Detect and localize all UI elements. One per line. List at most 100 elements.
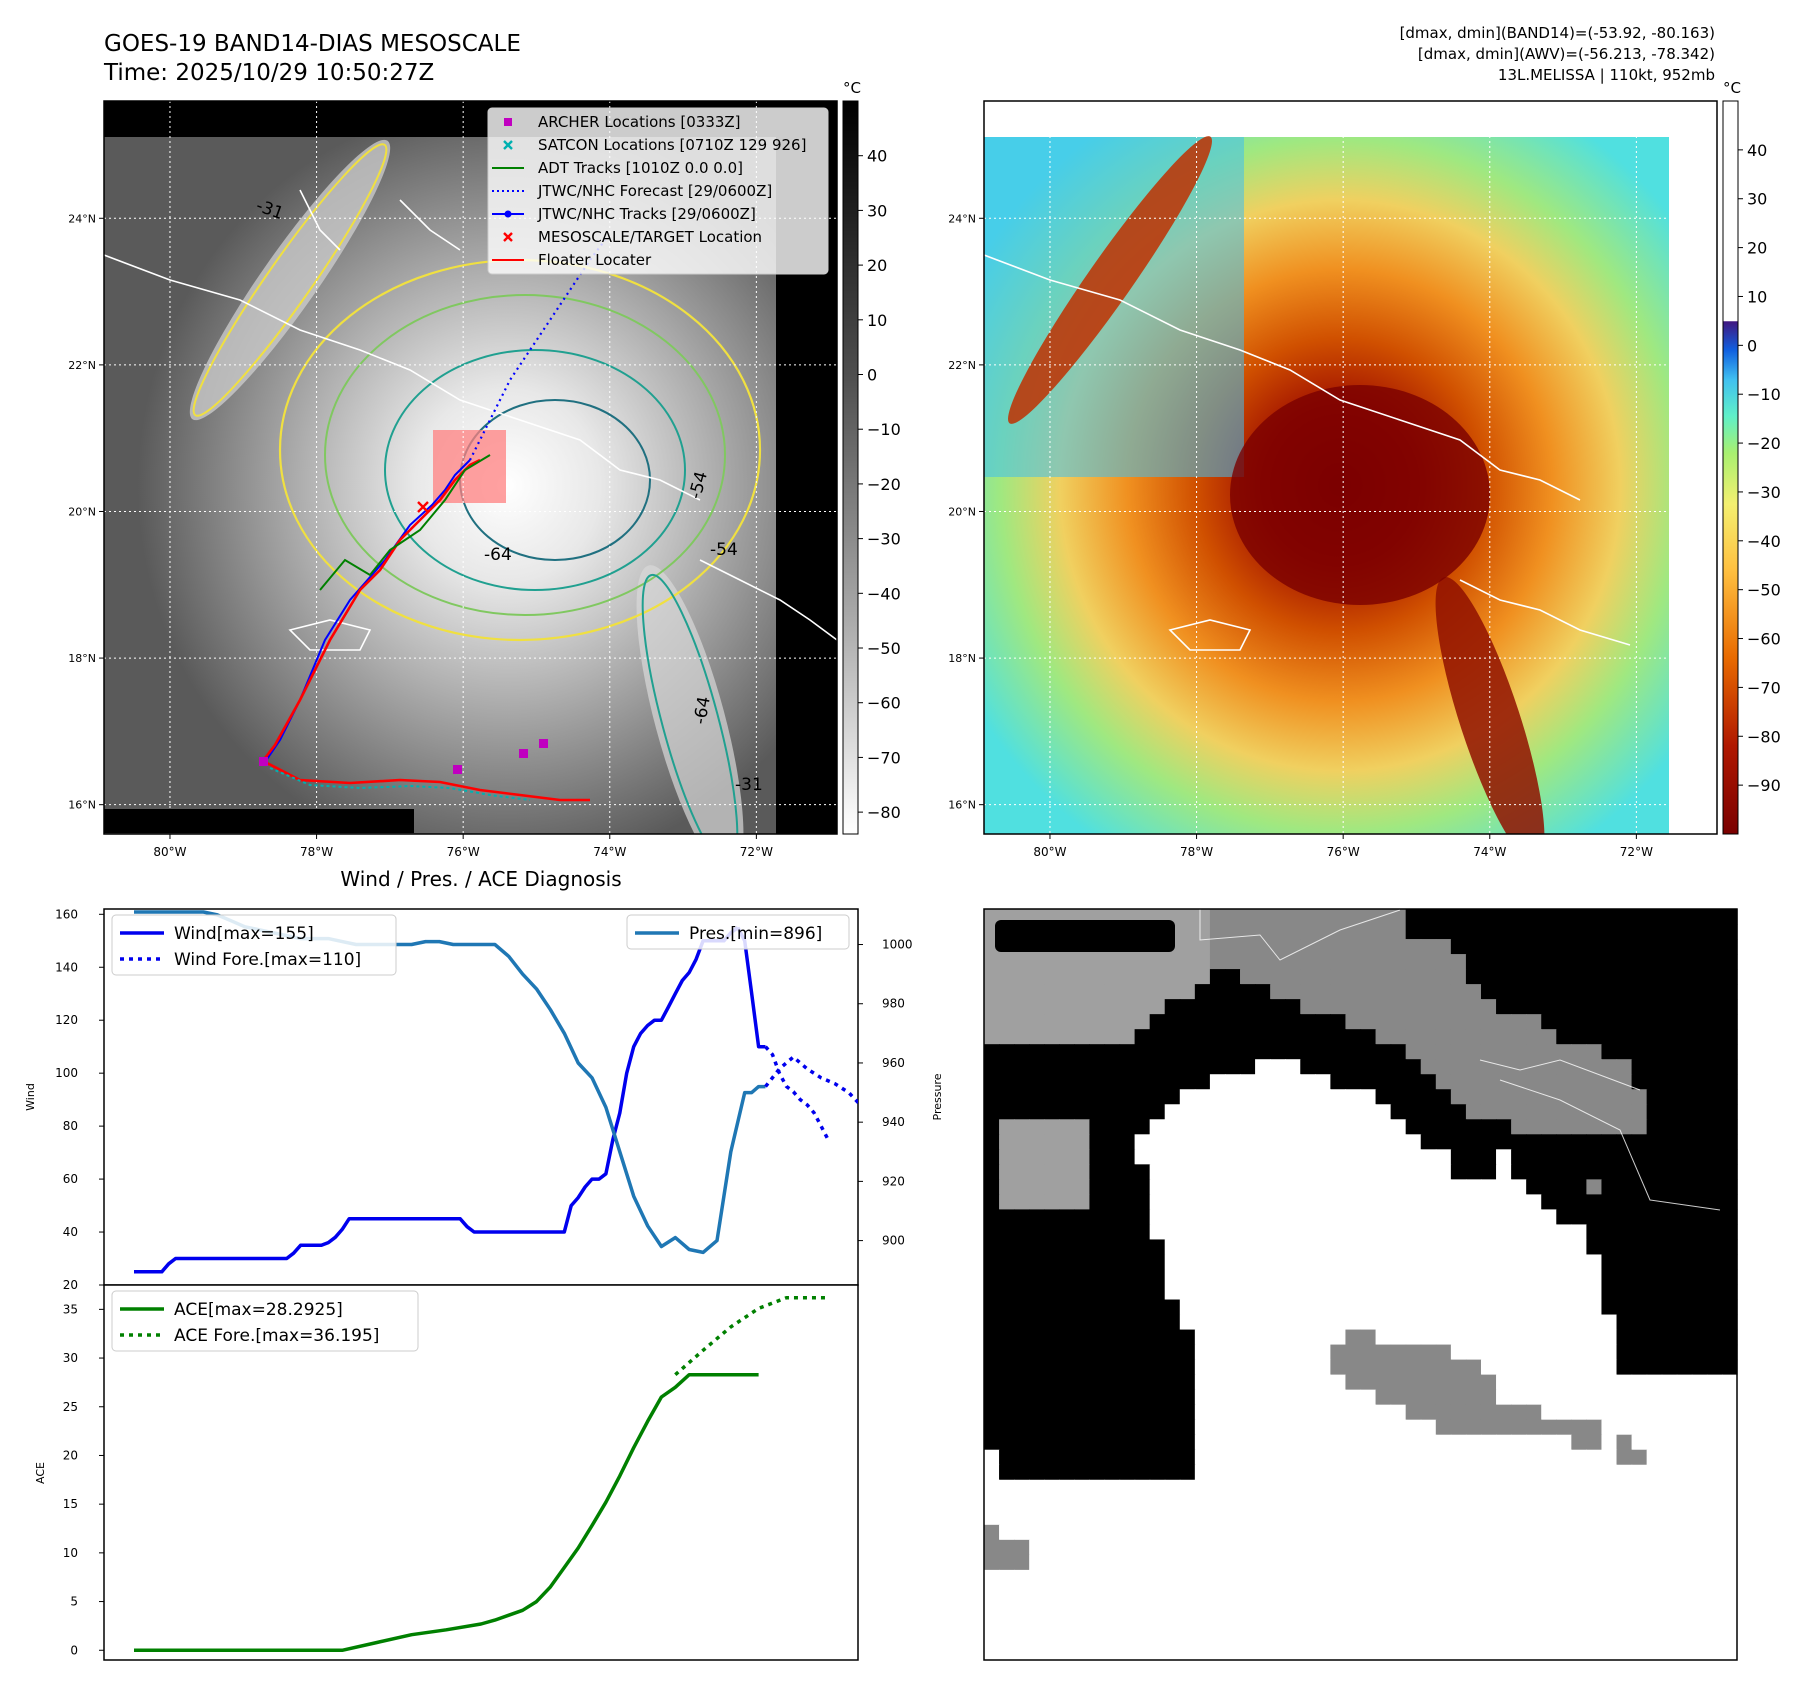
wmg-cell [1074, 1569, 1091, 1586]
wmg-cell [1405, 1224, 1422, 1241]
wmg-cell [1014, 1284, 1030, 1301]
wmg-cell [1104, 1509, 1121, 1526]
wmg-cell [1706, 1524, 1723, 1541]
wmg-cell [1300, 1359, 1316, 1376]
wmg-cell [1631, 999, 1648, 1015]
wmg-cell [1450, 1539, 1467, 1556]
wmg-cell [1179, 1104, 1196, 1120]
wmg-cell [1285, 1089, 1301, 1105]
wmg-cell [1480, 1524, 1497, 1541]
wmg-cell [1465, 969, 1482, 985]
wmg-cell [1179, 1374, 1196, 1391]
wmg-cell [1059, 1179, 1075, 1195]
wmg-cell [1360, 1494, 1377, 1511]
wmg-cell [1511, 1434, 1527, 1451]
wmg-cell [1646, 1269, 1663, 1286]
wmg-cell [1194, 1494, 1211, 1511]
wmg-cell [1014, 1164, 1030, 1180]
wmg-cell [1375, 939, 1392, 955]
wmg-cell [984, 1374, 1000, 1391]
wmg-cell [1480, 1629, 1497, 1646]
wmg-cell [1209, 1584, 1226, 1601]
wmg-cell [1059, 1584, 1075, 1601]
wmg-cell [1240, 1044, 1256, 1060]
wmg-cell [1089, 1614, 1106, 1631]
wmg-cell [1496, 1194, 1512, 1210]
wmg-cell [984, 1539, 1000, 1556]
wmg-cell [1541, 1629, 1557, 1646]
wmg-cell [1616, 1284, 1633, 1301]
wmg-cell [1255, 1209, 1271, 1226]
wmg-cell [1450, 1074, 1467, 1090]
wmg-cell [1586, 1014, 1603, 1030]
wmg-cell [1556, 1179, 1572, 1195]
wmg-cell [1285, 1539, 1301, 1556]
wmg-cell [1721, 1494, 1738, 1511]
wmg-cell [1496, 1029, 1512, 1045]
wmg-cell [1059, 1209, 1075, 1226]
wmg-cell [999, 1254, 1015, 1271]
wmg-cell [1345, 1044, 1362, 1060]
wmg-cell [1360, 1569, 1377, 1586]
ir-map-panel: -64 -54 -54 -31 -64 -31 Copyright © 2020… [103, 100, 838, 835]
wmg-cell [1435, 1524, 1452, 1541]
wmg-cell [1044, 969, 1060, 985]
wmg-cell [1480, 1239, 1497, 1256]
wmg-cell [1661, 1194, 1678, 1210]
wmg-cell [1089, 1494, 1106, 1511]
wmg-cell [1164, 954, 1181, 970]
wmg-cell [1074, 1269, 1091, 1286]
wmg-cell [1465, 1089, 1482, 1105]
wmg-cell [1315, 999, 1331, 1015]
wmg-cell [1465, 1059, 1482, 1075]
wmg-cell [1435, 1644, 1452, 1661]
wmg-cell [1556, 1554, 1572, 1571]
wmg-cell [1270, 1149, 1286, 1165]
lat-label: 24°N [948, 212, 976, 225]
wmg-cell [1164, 1569, 1181, 1586]
wmg-cell [1511, 1599, 1527, 1616]
wmg-cell [1405, 1614, 1422, 1631]
wmg-cell [1405, 1284, 1422, 1301]
wmg-cell [1360, 1299, 1377, 1316]
wmg-cell [1676, 1449, 1693, 1466]
wmg-cell [1134, 1164, 1151, 1180]
wmg-cell [1104, 1359, 1121, 1376]
wmg-cell [1300, 1089, 1316, 1105]
wmg-cell [1450, 1389, 1467, 1406]
wmg-cell [1616, 1509, 1633, 1526]
legend-label: MESOSCALE/TARGET Location [538, 228, 762, 246]
wmg-cell [1074, 1209, 1091, 1226]
wmg-cell [1661, 1269, 1678, 1286]
wmg-cell [1209, 1464, 1226, 1481]
wmg-cell [1661, 1329, 1678, 1346]
wmg-cell [1119, 1059, 1136, 1075]
wmg-cell [1029, 1224, 1045, 1241]
wmg-cell [1059, 1374, 1075, 1391]
wmg-cell [1014, 1014, 1030, 1030]
wmg-cell [1360, 1404, 1377, 1421]
wmg-cell [1450, 909, 1467, 925]
wmg-cell [1526, 924, 1542, 940]
wmg-cell [1164, 1434, 1181, 1451]
wmg-cell [1420, 969, 1437, 985]
wmg-cell [1571, 1029, 1587, 1045]
y-tick-label: 0 [70, 1643, 78, 1657]
wmg-cell [1270, 1029, 1286, 1045]
wmg-cell [1074, 1194, 1091, 1210]
wmg-cell [1496, 999, 1512, 1015]
legend-box [487, 107, 829, 275]
wmg-cell [1390, 1284, 1407, 1301]
wmg-cell [1044, 1464, 1060, 1481]
wmg-cell [1345, 1164, 1362, 1180]
wmg-cell [1405, 1419, 1422, 1436]
wmg-cell [1044, 1044, 1060, 1060]
wmg-cell [1164, 1404, 1181, 1421]
wmg-cell [1375, 1479, 1392, 1496]
wmg-cell [1044, 1284, 1060, 1301]
target-location-marker [417, 501, 429, 513]
wmg-cell [1676, 1644, 1693, 1661]
wmg-cell [1405, 1089, 1422, 1105]
wmg-cell [1691, 1569, 1708, 1586]
